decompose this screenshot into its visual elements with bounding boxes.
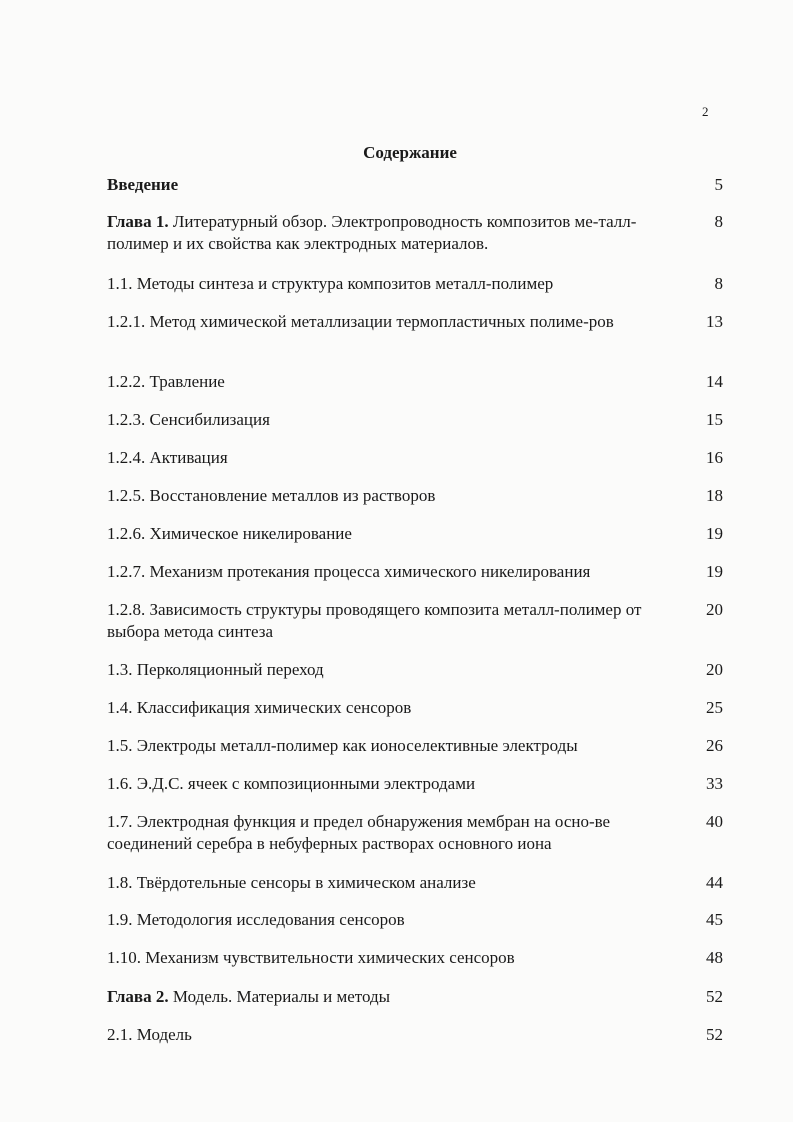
- toc-entry-page: 19: [706, 524, 723, 543]
- toc-entry-text: 1.2.8. Зависимость структуры проводящего…: [107, 600, 642, 641]
- toc-entry-title: 1.2.2. Травление: [107, 371, 655, 393]
- toc-entry-text: 1.2.1. Метод химической металлизации тер…: [107, 312, 614, 331]
- toc-entry-title: 1.6. Э.Д.С. ячеек с композиционными элек…: [107, 773, 655, 795]
- toc-entry-page: 18: [706, 486, 723, 505]
- toc-entry-title: 1.5. Электроды металл-полимер как ионосе…: [107, 735, 655, 757]
- toc-entry: 1.2.7. Механизм протекания процесса хими…: [107, 561, 723, 583]
- toc-entry-text: 1.6. Э.Д.С. ячеек с композиционными элек…: [107, 774, 476, 793]
- toc-entry: 1.4. Классификация химических сенсоров 25: [107, 697, 723, 719]
- toc-entry-text: 1.7. Электродная функция и предел обнару…: [107, 812, 611, 853]
- toc-entry-title: 1.7. Электродная функция и предел обнару…: [107, 811, 655, 855]
- toc-entry-text: 1.10. Механизм чувствительности химическ…: [107, 948, 515, 967]
- toc-entry-title: Глава 1. Литературный обзор. Электропров…: [107, 211, 655, 255]
- toc-entry-page: 52: [706, 1025, 723, 1044]
- toc-entry: 1.2.3. Сенсибилизация 15: [107, 409, 723, 431]
- toc-entry: 1.2.4. Активация 16: [107, 447, 723, 469]
- toc-entry: Глава 2. Модель. Материалы и методы 52: [107, 986, 723, 1008]
- toc-entry-page: 8: [714, 274, 724, 293]
- toc-entry-page: 8: [714, 212, 724, 231]
- toc-entry-title: 1.8. Твёрдотельные сенсоры в химическом …: [107, 872, 655, 894]
- toc-entry-title: 1.10. Механизм чувствительности химическ…: [107, 947, 655, 969]
- toc-entry-page: 20: [706, 600, 723, 619]
- toc-entry: 1.2.5. Восстановление металлов из раство…: [107, 485, 723, 507]
- toc-entry-page: 15: [706, 410, 723, 429]
- toc-entry-title: Глава 2. Модель. Материалы и методы: [107, 986, 655, 1008]
- toc-entry-page: 33: [706, 774, 723, 793]
- toc-entry: Введение 5: [107, 174, 723, 196]
- toc-entry-bold: Глава 1.: [107, 212, 169, 231]
- toc-entry-page: 48: [706, 948, 723, 967]
- toc-entry-page: 5: [714, 175, 724, 194]
- toc-entry-text: 1.2.5. Восстановление металлов из раство…: [107, 486, 436, 505]
- toc-entry-title: 1.3. Перколяционный переход: [107, 659, 655, 681]
- toc-entry: 1.3. Перколяционный переход 20: [107, 659, 723, 681]
- toc-entry: 2.1. Модель 52: [107, 1024, 723, 1046]
- toc-entry-page: 45: [706, 910, 723, 929]
- toc-entry-title: 1.1. Методы синтеза и структура композит…: [107, 273, 655, 295]
- toc-entry-page: 26: [706, 736, 723, 755]
- toc-entry-page: 44: [706, 873, 723, 892]
- toc-entry-title: 2.1. Модель: [107, 1024, 655, 1046]
- toc-entry: 1.1. Методы синтеза и структура композит…: [107, 273, 723, 295]
- toc-entry-page: 19: [706, 562, 723, 581]
- toc-entry-text: 1.3. Перколяционный переход: [107, 660, 324, 679]
- toc-entry: 1.8. Твёрдотельные сенсоры в химическом …: [107, 872, 723, 894]
- toc-entry-page: 13: [706, 312, 723, 331]
- toc-entry: Глава 1. Литературный обзор. Электропров…: [107, 211, 723, 255]
- toc-entry: 1.2.2. Травление 14: [107, 371, 723, 393]
- toc-entry-title: 1.2.7. Механизм протекания процесса хими…: [107, 561, 655, 583]
- toc-entry-text: 1.2.3. Сенсибилизация: [107, 410, 270, 429]
- toc-entry-bold: Глава 2.: [107, 987, 169, 1006]
- toc-entry: 1.2.8. Зависимость структуры проводящего…: [107, 599, 723, 643]
- toc-entry-title: 1.2.4. Активация: [107, 447, 655, 469]
- toc-entry-page: 20: [706, 660, 723, 679]
- toc-entry-title: 1.2.6. Химическое никелирование: [107, 523, 655, 545]
- toc-entry-title: Введение: [107, 174, 655, 196]
- toc-entry-text: 1.1. Методы синтеза и структура композит…: [107, 274, 554, 293]
- toc-entry-text: 1.2.6. Химическое никелирование: [107, 524, 352, 543]
- toc-entry: 1.6. Э.Д.С. ячеек с композиционными элек…: [107, 773, 723, 795]
- toc-entry-title: 1.2.3. Сенсибилизация: [107, 409, 655, 431]
- toc-entry: 1.2.6. Химическое никелирование 19: [107, 523, 723, 545]
- toc-entry-page: 16: [706, 448, 723, 467]
- toc-entry-text: 2.1. Модель: [107, 1025, 192, 1044]
- toc-entry: 1.9. Методология исследования сенсоров 45: [107, 909, 723, 931]
- toc-entry-text: 1.4. Классификация химических сенсоров: [107, 698, 412, 717]
- toc-entry-title: 1.2.1. Метод химической металлизации тер…: [107, 311, 655, 333]
- toc-entry-page: 40: [706, 812, 723, 831]
- page-number: 2: [702, 104, 709, 119]
- toc-entry-text: Модель. Материалы и методы: [168, 987, 391, 1006]
- toc-entry-title: 1.2.5. Восстановление металлов из раство…: [107, 485, 655, 507]
- toc-title: Содержание: [363, 143, 457, 162]
- toc-entry-title: 1.9. Методология исследования сенсоров: [107, 909, 655, 931]
- toc-entry: 1.10. Механизм чувствительности химическ…: [107, 947, 723, 969]
- toc-entry-text: 1.9. Методология исследования сенсоров: [107, 910, 405, 929]
- toc-entry-text: 1.8. Твёрдотельные сенсоры в химическом …: [107, 873, 476, 892]
- toc-entry-title: 1.2.8. Зависимость структуры проводящего…: [107, 599, 655, 643]
- toc-entry-text: 1.2.4. Активация: [107, 448, 228, 467]
- toc-entry: 1.2.1. Метод химической металлизации тер…: [107, 311, 723, 333]
- toc-entry: 1.5. Электроды металл-полимер как ионосе…: [107, 735, 723, 757]
- toc-entry-text: 1.2.7. Механизм протекания процесса хими…: [107, 562, 591, 581]
- toc-entry-page: 52: [706, 987, 723, 1006]
- toc-entry-text: Литературный обзор. Электропроводность к…: [107, 212, 637, 253]
- toc-entry-text: 1.5. Электроды металл-полимер как ионосе…: [107, 736, 578, 755]
- toc-entry: 1.7. Электродная функция и предел обнару…: [107, 811, 723, 855]
- toc-entry-title: 1.4. Классификация химических сенсоров: [107, 697, 655, 719]
- toc-entry-bold: Введение: [107, 175, 179, 194]
- toc-entry-page: 14: [706, 372, 723, 391]
- toc-entry-text: 1.2.2. Травление: [107, 372, 225, 391]
- toc-entry-page: 25: [706, 698, 723, 717]
